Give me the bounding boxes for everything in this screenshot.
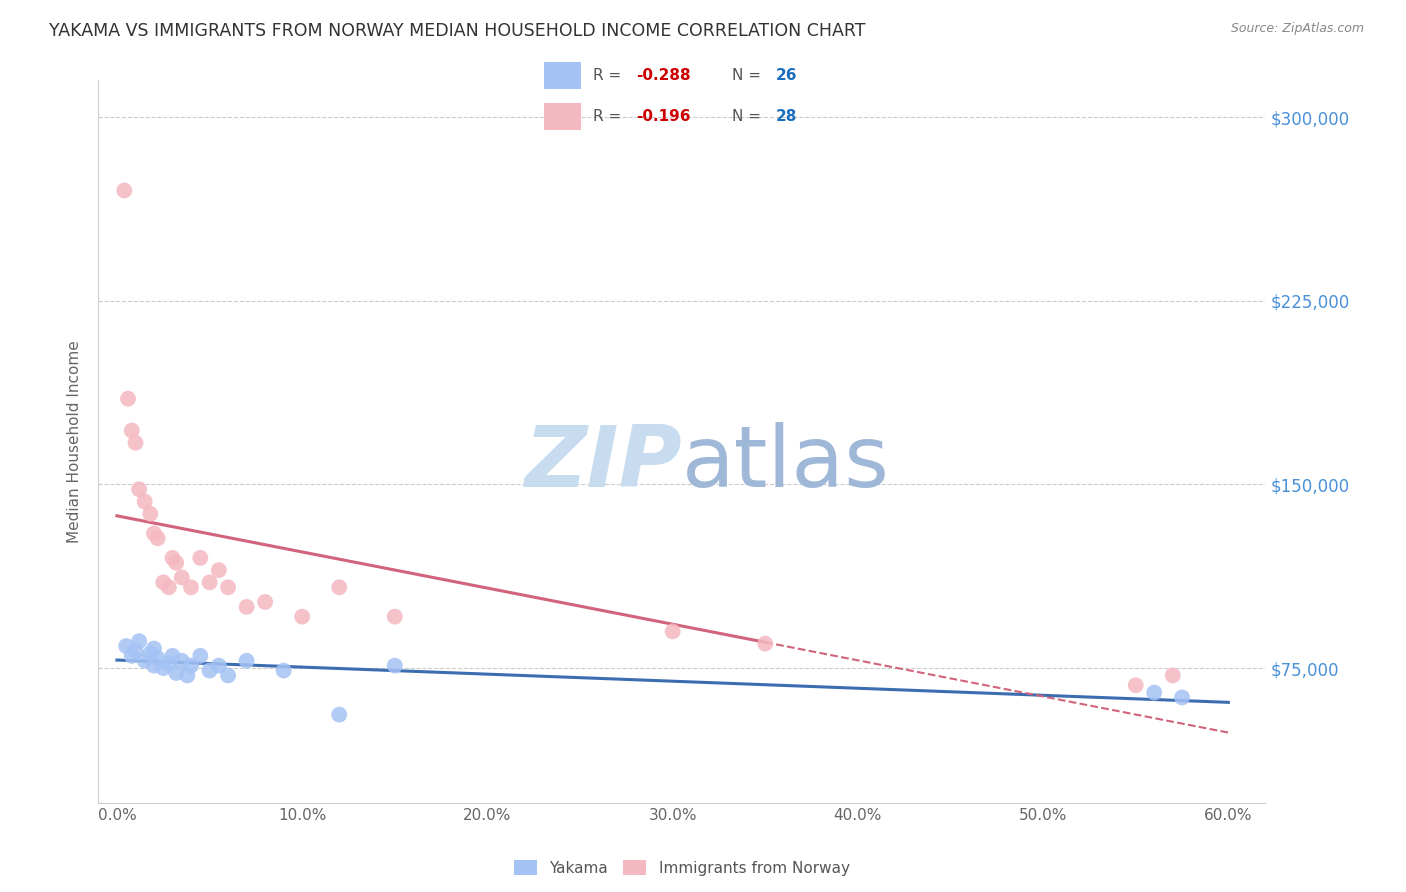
Point — [143, 641, 166, 656]
Point — [188, 550, 211, 565]
Point — [128, 483, 150, 497]
Point — [1143, 685, 1166, 699]
Point — [188, 648, 211, 663]
Point — [754, 637, 776, 651]
Legend: Yakama, Immigrants from Norway: Yakama, Immigrants from Norway — [508, 854, 856, 882]
Point — [208, 563, 231, 577]
Point — [162, 648, 184, 663]
Text: YAKAMA VS IMMIGRANTS FROM NORWAY MEDIAN HOUSEHOLD INCOME CORRELATION CHART: YAKAMA VS IMMIGRANTS FROM NORWAY MEDIAN … — [49, 22, 866, 40]
Point — [117, 392, 139, 406]
Point — [121, 424, 143, 438]
Point — [115, 639, 138, 653]
Point — [152, 575, 174, 590]
Point — [176, 668, 198, 682]
Text: 28: 28 — [776, 109, 797, 124]
Point — [328, 580, 350, 594]
Point — [235, 654, 257, 668]
Point — [235, 599, 257, 614]
Point — [146, 531, 169, 545]
Point — [165, 665, 187, 680]
Point — [157, 656, 180, 670]
Text: N =: N = — [733, 68, 766, 83]
Point — [170, 654, 193, 668]
Text: -0.196: -0.196 — [637, 109, 690, 124]
Text: N =: N = — [733, 109, 766, 124]
Point — [208, 658, 231, 673]
Text: Source: ZipAtlas.com: Source: ZipAtlas.com — [1230, 22, 1364, 36]
Point — [157, 580, 180, 594]
Text: R =: R = — [593, 109, 626, 124]
Point — [134, 654, 156, 668]
Text: -0.288: -0.288 — [637, 68, 690, 83]
Point — [254, 595, 277, 609]
Point — [1171, 690, 1194, 705]
Point — [170, 570, 193, 584]
Point — [291, 609, 314, 624]
Point — [1125, 678, 1147, 692]
Point — [128, 634, 150, 648]
Point — [139, 647, 162, 661]
Point — [124, 644, 146, 658]
Point — [384, 609, 406, 624]
Y-axis label: Median Household Income: Median Household Income — [67, 340, 83, 543]
Point — [139, 507, 162, 521]
Text: atlas: atlas — [682, 422, 890, 505]
Point — [112, 184, 135, 198]
Point — [134, 494, 156, 508]
Point — [217, 668, 239, 682]
Point — [146, 651, 169, 665]
Point — [198, 664, 221, 678]
Text: ZIP: ZIP — [524, 422, 682, 505]
Point — [165, 556, 187, 570]
Point — [162, 550, 184, 565]
Point — [180, 580, 202, 594]
Point — [384, 658, 406, 673]
Bar — [544, 103, 581, 130]
Point — [217, 580, 239, 594]
Bar — [544, 62, 581, 89]
Point — [180, 658, 202, 673]
Text: R =: R = — [593, 68, 626, 83]
Point — [143, 658, 166, 673]
Point — [121, 648, 143, 663]
Point — [124, 435, 146, 450]
Point — [152, 661, 174, 675]
Point — [143, 526, 166, 541]
Text: 26: 26 — [776, 68, 797, 83]
Point — [198, 575, 221, 590]
Point — [328, 707, 350, 722]
Point — [661, 624, 683, 639]
Point — [273, 664, 295, 678]
Point — [1161, 668, 1184, 682]
